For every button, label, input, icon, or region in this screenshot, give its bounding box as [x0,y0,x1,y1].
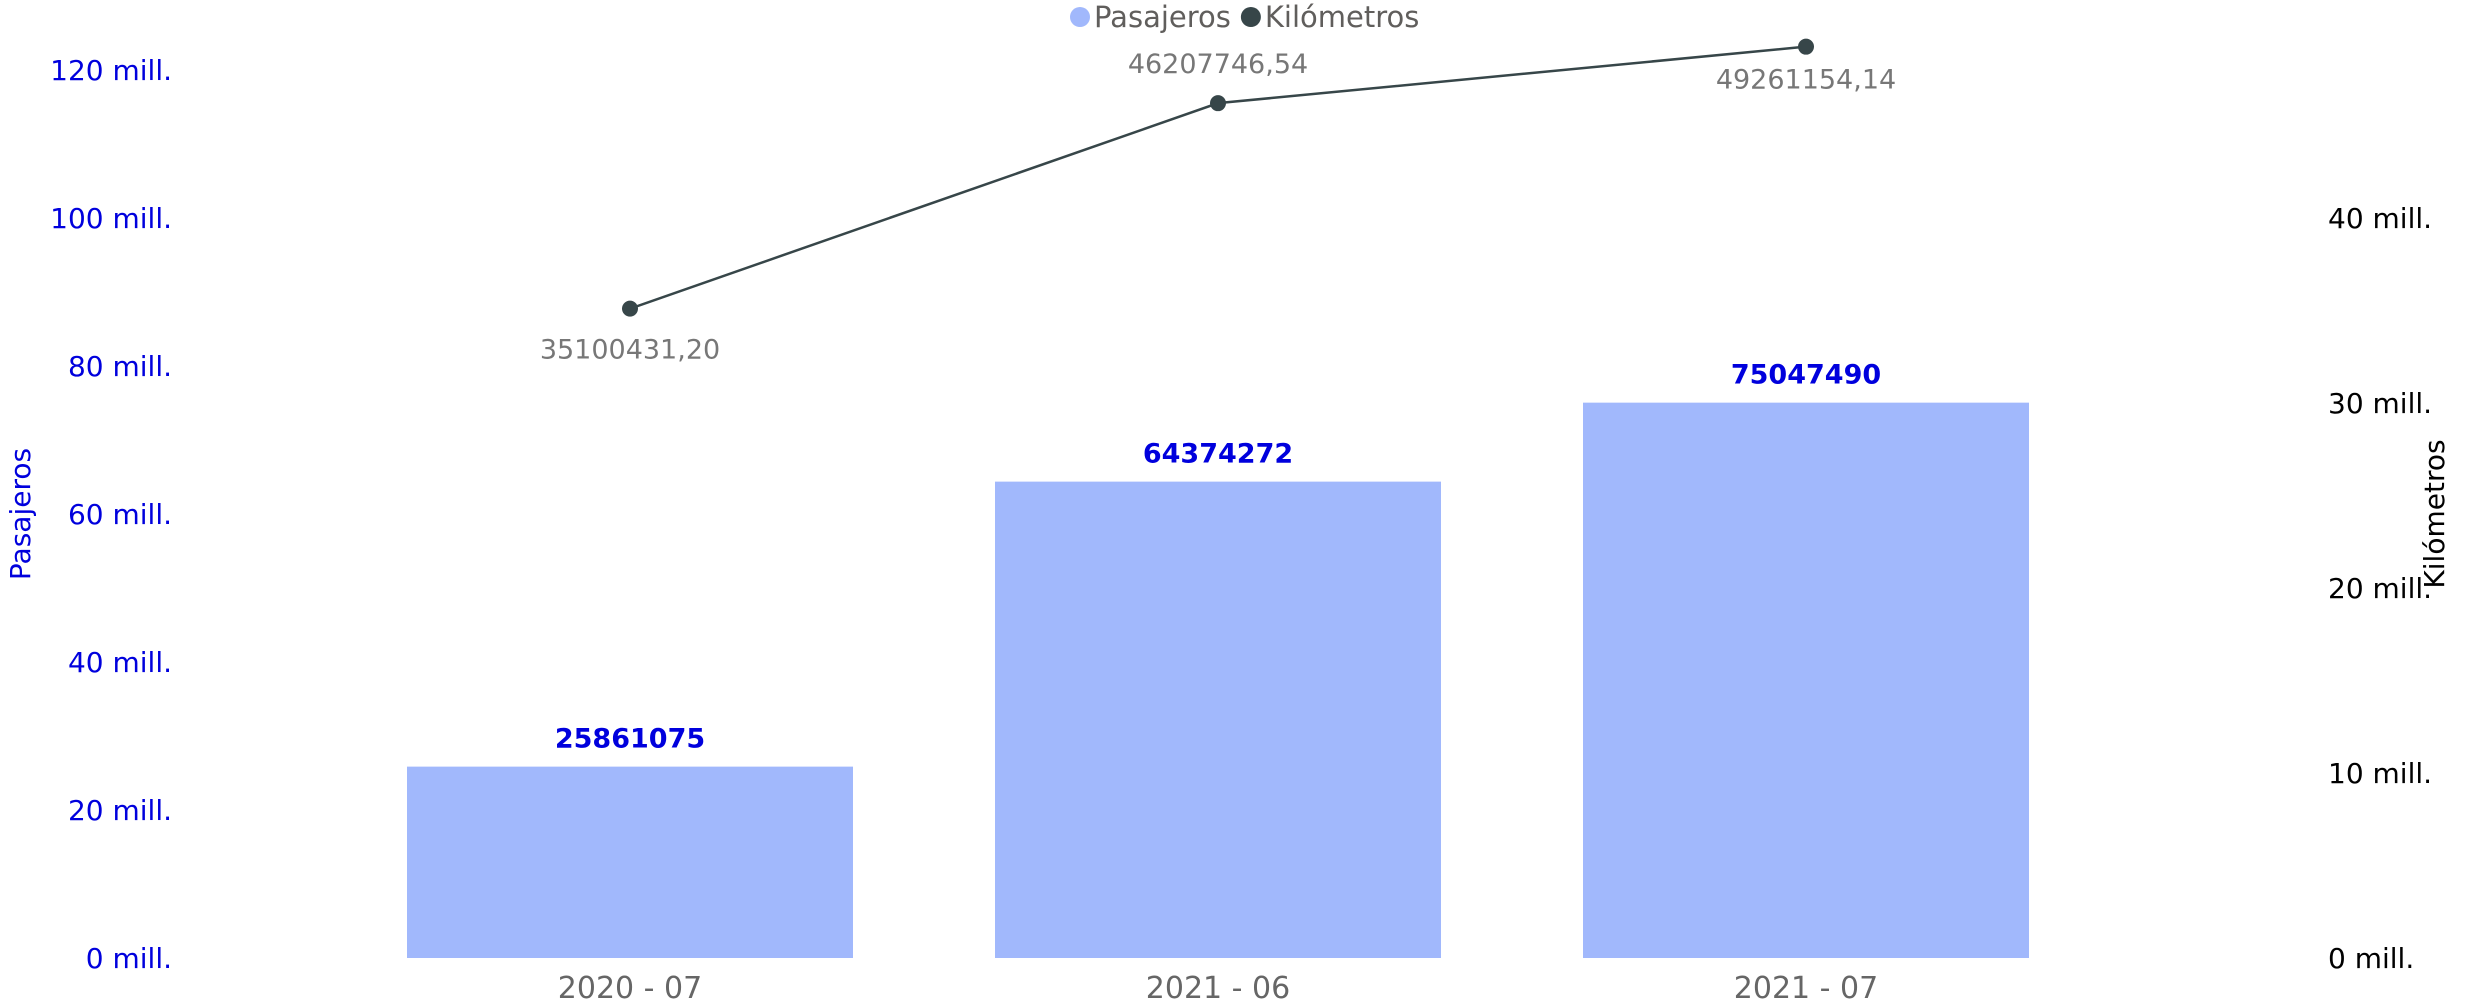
right-tick-label: 10 mill. [2328,757,2432,790]
legend-label-1: Pasajeros [1094,0,1231,34]
right-axis-title: Kilómetros [2418,439,2451,588]
legend: Pasajeros Kilómetros [1070,0,1419,34]
bar-data-label: 75047490 [1731,360,1881,391]
x-tick-label: 2021 - 06 [1146,971,1290,1006]
line-data-label: 35100431,20 [540,335,720,366]
right-tick-label: 40 mill. [2328,202,2432,235]
left-tick-label: 20 mill. [68,794,172,827]
left-tick-label: 120 mill. [50,54,172,87]
x-tick-label: 2020 - 07 [558,971,702,1006]
right-y-axis: 0 mill. 10 mill. 20 mill. 30 mill. 40 mill. [2328,202,2432,975]
bar-series: 25861075 64374272 75047490 [407,360,2029,958]
line-series: 35100431,20 46207746,54 49261154,14 [540,38,1896,366]
left-tick-label: 40 mill. [68,646,172,679]
x-axis: 2020 - 07 2021 - 06 2021 - 07 [558,971,1878,1006]
legend-label-2: Kilómetros [1265,0,1419,34]
legend-marker-2 [1240,7,1261,27]
line-point [1210,95,1226,112]
left-tick-label: 100 mill. [50,202,172,235]
bar-data-label: 64374272 [1143,439,1293,470]
line-point [1798,38,1814,55]
left-tick-label: 60 mill. [68,498,172,531]
left-tick-label: 0 mill. [86,942,172,975]
bar [995,481,1441,958]
series-line [629,45,1807,310]
bar [1583,402,2029,958]
bar-data-label: 25861075 [555,724,705,755]
line-data-label: 46207746,54 [1128,49,1308,80]
right-tick-label: 0 mill. [2328,942,2414,975]
legend-marker-1 [1070,7,1090,27]
bar [407,766,853,958]
left-tick-label: 80 mill. [68,350,172,383]
line-point [622,300,638,317]
x-tick-label: 2021 - 07 [1734,971,1878,1006]
left-axis-title: Pasajeros [4,448,37,580]
line-data-label: 49261154,14 [1716,65,1896,96]
left-y-axis: 0 mill. 20 mill. 40 mill. 60 mill. 80 mill. 1… [50,54,172,975]
right-tick-label: 20 mill. [2328,572,2432,605]
right-tick-label: 30 mill. [2328,387,2432,420]
